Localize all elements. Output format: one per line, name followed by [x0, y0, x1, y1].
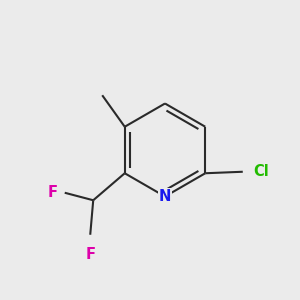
Text: Cl: Cl [253, 164, 269, 179]
Text: F: F [85, 247, 95, 262]
Text: F: F [47, 185, 57, 200]
Text: N: N [159, 189, 171, 204]
